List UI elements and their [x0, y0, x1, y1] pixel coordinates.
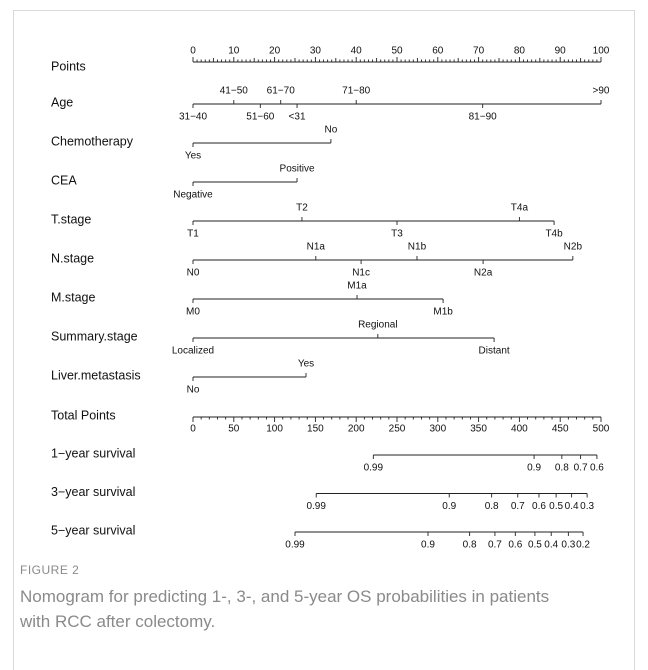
tick-label: 0.4 [565, 501, 579, 512]
variable-name: Liver.metastasis [51, 368, 141, 382]
tick-label: 0.4 [544, 540, 558, 551]
tick-label: 0.6 [590, 463, 604, 474]
level-label: No [325, 125, 338, 136]
level-label: T4b [545, 229, 563, 240]
tick-label: 100 [593, 46, 610, 57]
tick-label: 0.9 [442, 501, 456, 512]
tick-label: 450 [552, 424, 569, 435]
level-label: 81−90 [469, 112, 498, 123]
tick-label: 200 [348, 424, 365, 435]
tick-label: 50 [391, 46, 403, 57]
tick-label: 0.99 [285, 540, 305, 551]
level-label: <31 [289, 112, 306, 123]
level-label: M0 [186, 307, 200, 318]
tick-label: 150 [307, 424, 324, 435]
nomogram: Points 0 10 20 30 40 50 60 70 80 90 100 Age 31−40 41−5… [51, 46, 610, 551]
figure-frame [13, 10, 635, 670]
level-label: T2 [296, 203, 308, 214]
level-label: No [187, 385, 200, 396]
tick-label: 0 [190, 46, 196, 57]
axis-name: Total Points [51, 408, 116, 422]
level-label: N1b [408, 242, 427, 253]
survival-name: 1−year survival [51, 446, 135, 460]
level-label: Yes [298, 359, 314, 370]
variable-name: M.stage [51, 290, 96, 304]
tick-label: 60 [432, 46, 444, 57]
level-label: N0 [187, 268, 200, 279]
level-label: T1 [187, 229, 199, 240]
tick-label: 100 [266, 424, 283, 435]
tick-label: 0.9 [421, 540, 435, 551]
level-label: 51−60 [246, 112, 275, 123]
level-label: M1a [347, 281, 367, 292]
tick-label: 0.6 [532, 501, 546, 512]
tick-label: 300 [429, 424, 446, 435]
tick-label: 500 [593, 424, 610, 435]
tick-label: 0.3 [580, 501, 594, 512]
level-label: N1a [307, 242, 326, 253]
variable-name: N.stage [51, 251, 94, 265]
tick-label: 10 [228, 46, 240, 57]
level-label: Localized [172, 346, 214, 357]
tick-label: 70 [473, 46, 485, 57]
tick-label: 0.9 [527, 463, 541, 474]
tick-label: 350 [470, 424, 487, 435]
tick-label: 0.8 [463, 540, 477, 551]
level-label: Negative [173, 190, 213, 201]
level-label: 31−40 [179, 112, 208, 123]
tick-label: 0.7 [511, 501, 525, 512]
level-label: N2b [564, 242, 583, 253]
variable-name: Summary.stage [51, 329, 138, 343]
level-label: Positive [280, 164, 315, 175]
tick-label: 0.99 [364, 463, 384, 474]
level-label: 41−50 [220, 86, 249, 97]
variable-name: Chemotherapy [51, 134, 134, 148]
tick-label: 0.5 [528, 540, 542, 551]
level-label: N2a [474, 268, 493, 279]
variable-name: T.stage [51, 212, 91, 226]
level-label: M1b [433, 307, 453, 318]
tick-label: 40 [351, 46, 363, 57]
level-label: 71−80 [342, 86, 371, 97]
tick-label: 0.7 [574, 463, 588, 474]
level-label: >90 [593, 86, 610, 97]
level-label: T4a [511, 203, 529, 214]
figure-caption: Nomogram for predicting 1-, 3-, and 5-ye… [20, 587, 550, 631]
tick-label: 50 [228, 424, 240, 435]
tick-label: 0.8 [485, 501, 499, 512]
survival-name: 5−year survival [51, 523, 135, 537]
axis-name: Points [51, 59, 86, 73]
tick-label: 20 [269, 46, 281, 57]
level-label: Distant [479, 346, 510, 357]
survival-name: 3−year survival [51, 485, 135, 499]
level-label: Regional [358, 320, 397, 331]
tick-label: 0.99 [306, 501, 326, 512]
tick-label: 0.8 [555, 463, 569, 474]
tick-label: 0.3 [561, 540, 575, 551]
level-label: N1c [352, 268, 370, 279]
tick-label: 400 [511, 424, 528, 435]
tick-label: 90 [555, 46, 567, 57]
tick-label: 0.2 [576, 540, 590, 551]
tick-label: 30 [310, 46, 322, 57]
tick-label: 0.6 [508, 540, 522, 551]
level-label: T3 [391, 229, 403, 240]
level-label: Yes [185, 151, 201, 162]
tick-label: 250 [389, 424, 406, 435]
variable-name: Age [51, 95, 73, 109]
tick-label: 0 [190, 424, 196, 435]
figure-label: FIGURE 2 [20, 563, 80, 577]
tick-label: 0.7 [488, 540, 502, 551]
level-label: 61−70 [267, 86, 296, 97]
tick-label: 0.5 [549, 501, 563, 512]
tick-label: 80 [514, 46, 526, 57]
variable-name: CEA [51, 173, 77, 187]
